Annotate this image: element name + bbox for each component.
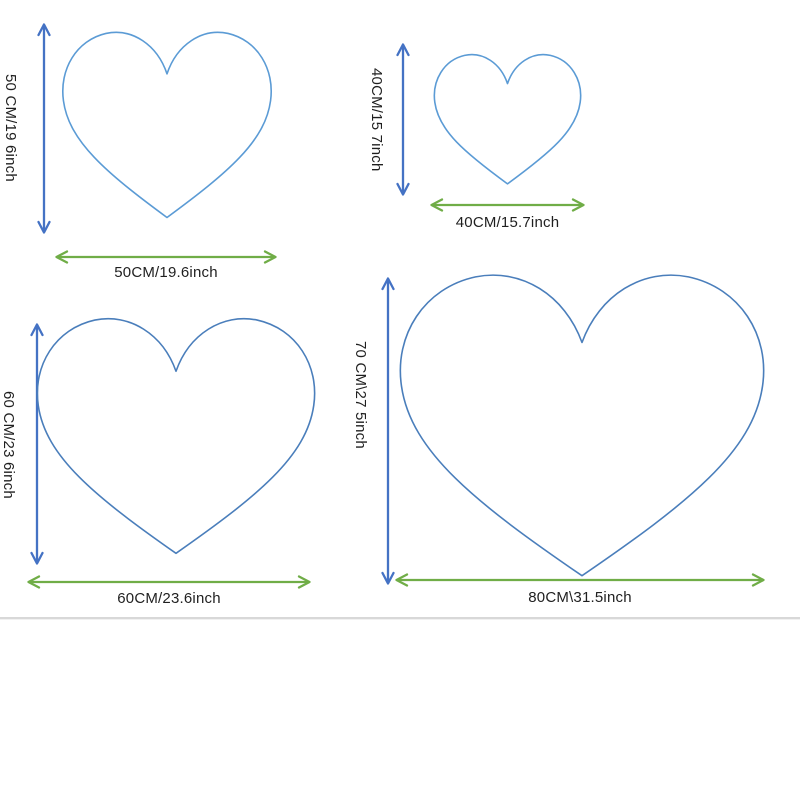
heart-70x80cm-width-label: 80CM\31.5inch [528,589,632,606]
heart-50cm-width-label: 50CM/19.6inch [114,264,218,281]
heart-70x80cm-outline [392,255,772,583]
heart-60cm-vertical-dimension-arrow-icon [30,323,44,565]
heart-50cm-horizontal-dimension-arrow-icon [55,250,277,264]
heart-60cm-width-label: 60CM/23.6inch [117,590,221,607]
heart-50cm-height-label: 50 CM/19 6inch [2,73,19,182]
heart-50cm-outline [58,20,276,222]
heart-40cm-outline [431,46,584,187]
heart-40cm-width-label: 40CM/15.7inch [455,214,560,231]
heart-60cm-outline [31,303,321,559]
heart-70x80cm-horizontal-dimension-arrow-icon [395,573,765,587]
heart-70x80cm-height-label: 70 CM\27 5inch [352,341,369,449]
heart-60cm-height-label: 60 CM/23 6inch [0,391,17,499]
heart-70x80cm-vertical-dimension-arrow-icon [381,277,395,585]
heart-50cm-vertical-dimension-arrow-icon [37,23,51,234]
heart-40cm-height-label: 40CM/15 7inch [368,68,385,172]
heart-40cm-horizontal-dimension-arrow-icon [430,198,585,212]
heart-60cm-horizontal-dimension-arrow-icon [27,575,311,589]
heart-40cm-vertical-dimension-arrow-icon [396,43,410,196]
section-divider [0,617,800,619]
